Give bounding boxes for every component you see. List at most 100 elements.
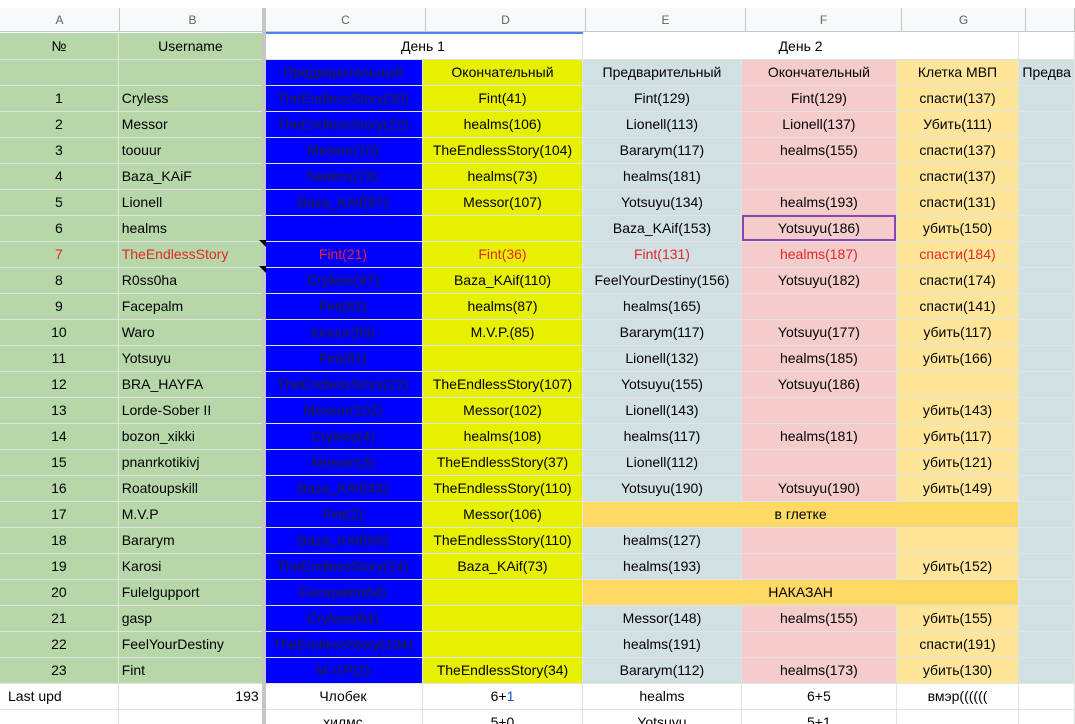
day2-prelim-cell[interactable]: Fint(131) <box>582 241 743 268</box>
next-cell[interactable] <box>1018 137 1075 164</box>
day1-final-cell[interactable]: healms(87) <box>422 293 583 320</box>
comment-indicator-icon[interactable] <box>259 266 266 273</box>
username-cell[interactable]: gasp <box>118 605 264 632</box>
day1-prelim-cell[interactable]: Baza_KAif(43) <box>263 475 424 502</box>
day1-prelim-cell[interactable]: Messor(3) <box>263 449 424 476</box>
username-cell[interactable]: BRA_HAYFA <box>118 371 264 398</box>
row-number[interactable]: 8 <box>0 267 119 294</box>
username-cell[interactable]: Bararym <box>118 527 264 554</box>
day1-final-cell[interactable] <box>422 631 583 658</box>
subheader-day1-prelim[interactable]: Предварительный <box>263 59 424 86</box>
subheader-day2-final[interactable]: Окончательный <box>741 59 897 86</box>
mvp-cell[interactable]: спасти(137) <box>896 163 1020 190</box>
next-cell[interactable] <box>1018 553 1075 580</box>
footer-r1-c[interactable]: Члобек <box>263 683 424 710</box>
day1-prelim-cell[interactable]: TheEndlessStory(22) <box>263 111 424 138</box>
mvp-cell[interactable]: убить(152) <box>896 553 1020 580</box>
day1-final-cell[interactable] <box>422 215 583 242</box>
day1-final-cell[interactable]: healms(73) <box>422 163 583 190</box>
day1-final-cell[interactable]: healms(106) <box>422 111 583 138</box>
username-cell[interactable]: Lorde-Sober II <box>118 397 264 424</box>
day2-prelim-cell[interactable]: Yotsuyu(134) <box>582 189 743 216</box>
username-cell[interactable]: FeelYourDestiny <box>118 631 264 658</box>
day2-prelim-cell[interactable]: Fint(129) <box>582 85 743 112</box>
footer-r1-e[interactable]: healms <box>582 683 743 710</box>
day1-prelim-cell[interactable]: TheEndlessStory(104) <box>263 631 424 658</box>
day2-prelim-cell[interactable]: Bararym(117) <box>582 137 743 164</box>
username-cell[interactable]: bozon_xikki <box>118 423 264 450</box>
day1-final-cell[interactable] <box>422 345 583 372</box>
username-cell[interactable]: R0ss0ha <box>118 267 264 294</box>
footer-r2-b[interactable] <box>118 709 264 724</box>
day2-prelim-cell[interactable]: Lionell(132) <box>582 345 743 372</box>
day2-final-cell[interactable]: Fint(129) <box>741 85 897 112</box>
username-cell[interactable]: Fulelgupport <box>118 579 264 606</box>
next-cell[interactable] <box>1018 449 1075 476</box>
row-number[interactable]: 23 <box>0 657 119 684</box>
footer-r2-d[interactable]: 5+0 <box>422 709 583 724</box>
header-empty[interactable] <box>1018 33 1075 60</box>
day1-prelim-cell[interactable]: toouur(50) <box>263 319 424 346</box>
next-cell[interactable] <box>1018 215 1075 242</box>
day2-final-cell[interactable]: healms(181) <box>741 423 897 450</box>
mvp-cell[interactable]: убить(130) <box>896 657 1020 684</box>
row-number[interactable]: 13 <box>0 397 119 424</box>
next-cell[interactable] <box>1018 163 1075 190</box>
row-number[interactable]: 14 <box>0 423 119 450</box>
next-cell[interactable] <box>1018 267 1075 294</box>
day1-final-cell[interactable] <box>422 605 583 632</box>
day1-final-cell[interactable]: TheEndlessStory(110) <box>422 475 583 502</box>
column-header-b[interactable]: B <box>120 8 266 32</box>
next-cell[interactable] <box>1018 605 1075 632</box>
username-cell[interactable]: toouur <box>118 137 264 164</box>
next-cell[interactable] <box>1018 527 1075 554</box>
day1-prelim-cell[interactable]: Facepalm(64) <box>263 579 424 606</box>
next-cell[interactable] <box>1018 631 1075 658</box>
row-number[interactable]: 5 <box>0 189 119 216</box>
day2-final-cell[interactable]: Yotsuyu(186) <box>741 215 897 242</box>
day2-prelim-cell[interactable]: Yotsuyu(190) <box>582 475 743 502</box>
day1-prelim-cell[interactable]: Baza_KAif(69) <box>263 527 424 554</box>
row-number[interactable]: 10 <box>0 319 119 346</box>
day1-prelim-cell[interactable]: Baza_KAif(87) <box>263 189 424 216</box>
day1-final-cell[interactable]: TheEndlessStory(37) <box>422 449 583 476</box>
day2-final-cell[interactable]: Lionell(137) <box>741 111 897 138</box>
subheader-next[interactable]: Предва <box>1018 59 1075 86</box>
day1-final-cell[interactable]: Fint(36) <box>422 241 583 268</box>
row-number[interactable]: 20 <box>0 579 119 606</box>
footer-r2-a[interactable] <box>0 709 119 724</box>
day2-prelim-cell[interactable]: Yotsuyu(155) <box>582 371 743 398</box>
row-number[interactable]: 16 <box>0 475 119 502</box>
day2-final-cell[interactable]: healms(155) <box>741 605 897 632</box>
day1-final-cell[interactable]: Baza_KAif(110) <box>422 267 583 294</box>
last-upd-label[interactable]: Last upd <box>0 683 119 710</box>
mvp-cell[interactable] <box>896 371 1020 398</box>
day2-final-cell[interactable]: Yotsuyu(186) <box>741 371 897 398</box>
day1-prelim-cell[interactable]: TheEndlessStory(22) <box>263 371 424 398</box>
row-number[interactable]: 6 <box>0 215 119 242</box>
mvp-cell[interactable]: убить(117) <box>896 319 1020 346</box>
mvp-cell[interactable]: спасти(191) <box>896 631 1020 658</box>
mvp-cell[interactable] <box>896 527 1020 554</box>
day2-final-cell[interactable]: healms(193) <box>741 189 897 216</box>
username-cell[interactable]: Messor <box>118 111 264 138</box>
day2-prelim-cell[interactable]: Lionell(143) <box>582 397 743 424</box>
username-cell[interactable]: healms <box>118 215 264 242</box>
row-number[interactable]: 4 <box>0 163 119 190</box>
footer-r1-f[interactable]: 6+5 <box>741 683 897 710</box>
subheader-username[interactable] <box>118 59 264 86</box>
column-header-c[interactable]: C <box>266 8 426 32</box>
next-cell[interactable] <box>1018 657 1075 684</box>
username-cell[interactable]: Karosi <box>118 553 264 580</box>
username-cell[interactable]: Fint <box>118 657 264 684</box>
subheader-day1-final[interactable]: Окончательный <box>422 59 583 86</box>
next-cell[interactable] <box>1018 501 1075 528</box>
day2-prelim-cell[interactable]: Bararym(117) <box>582 319 743 346</box>
day2-final-cell[interactable] <box>741 293 897 320</box>
header-num[interactable]: № <box>0 33 119 60</box>
mvp-cell[interactable]: убить(166) <box>896 345 1020 372</box>
username-cell[interactable]: Cryless <box>118 85 264 112</box>
row-number[interactable]: 21 <box>0 605 119 632</box>
subheader-mvp[interactable]: Клетка МВП <box>896 59 1020 86</box>
mvp-cell[interactable]: Убить(111) <box>896 111 1020 138</box>
